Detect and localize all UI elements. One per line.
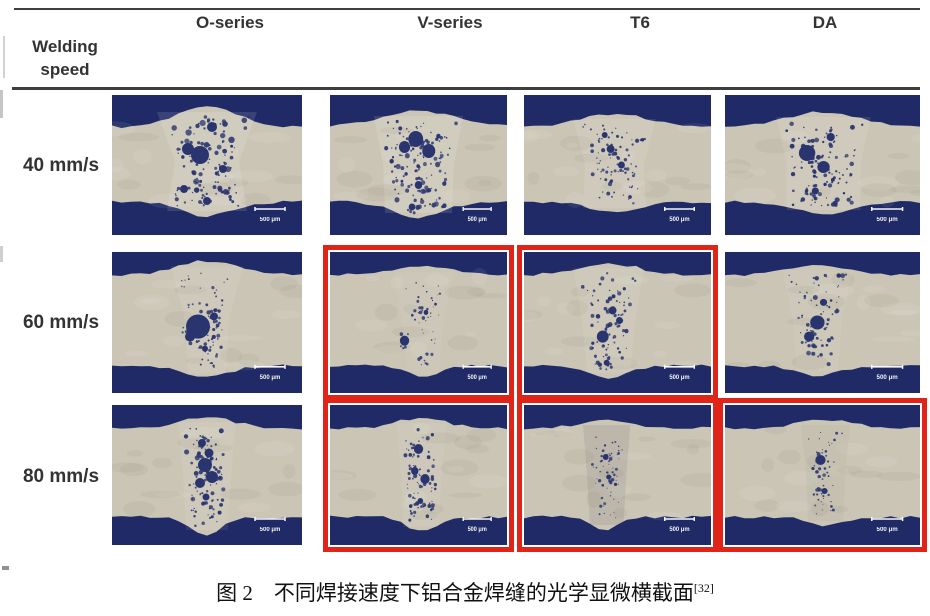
micrograph-canvas: 500 μm — [524, 252, 711, 393]
micrograph-80mms-o-series: 500 μm — [112, 405, 302, 545]
highlight-box — [323, 398, 514, 552]
svg-text:500 μm: 500 μm — [468, 375, 487, 381]
svg-text:500 μm: 500 μm — [260, 375, 281, 381]
svg-text:500 μm: 500 μm — [468, 527, 487, 533]
micrograph-60mms-v-series: 500 μm — [323, 245, 514, 400]
highlight-box — [517, 398, 718, 552]
caption-reference: [32] — [693, 581, 714, 595]
row-header-line1: Welding — [32, 37, 98, 56]
micrograph-canvas: 500 μm — [524, 95, 711, 235]
highlight-box — [718, 398, 927, 552]
micrograph-canvas: 500 μm — [112, 252, 302, 393]
row-label-40mms: 40 mm/s — [22, 155, 100, 176]
row-header-line2: speed — [40, 60, 90, 79]
micrograph-40mms-v-series: 500 μm — [330, 95, 507, 235]
top-rule — [14, 8, 920, 10]
scan-artifact — [0, 90, 3, 118]
row-header-welding-speed: Welding speed — [12, 35, 118, 81]
svg-text:500 μm: 500 μm — [877, 217, 899, 223]
micrograph-canvas: 500 μm — [330, 405, 507, 545]
svg-text:500 μm: 500 μm — [669, 527, 689, 533]
column-header-da: DA — [812, 13, 838, 32]
micrograph-canvas: 500 μm — [330, 95, 507, 235]
micrograph-80mms-v-series: 500 μm — [323, 398, 514, 552]
micrograph-60mms-o-series: 500 μm — [112, 252, 302, 393]
micrograph-40mms-t6: 500 μm — [524, 95, 711, 235]
micrograph-80mms-da: 500 μm — [718, 398, 927, 552]
micrograph-canvas: 500 μm — [725, 405, 920, 545]
svg-text:500 μm: 500 μm — [877, 527, 899, 533]
micrograph-40mms-o-series: 500 μm — [112, 95, 302, 235]
svg-text:500 μm: 500 μm — [260, 217, 281, 223]
svg-text:500 μm: 500 μm — [468, 217, 487, 223]
micrograph-canvas: 500 μm — [524, 405, 711, 545]
svg-text:500 μm: 500 μm — [877, 374, 899, 381]
column-header-t6: T6 — [630, 13, 650, 32]
micrograph-80mms-t6: 500 μm — [517, 398, 718, 552]
micrograph-canvas: 500 μm — [330, 252, 507, 393]
svg-text:500 μm: 500 μm — [260, 527, 281, 533]
row-label-60mms: 60 mm/s — [22, 312, 100, 333]
micrograph-canvas: 500 μm — [725, 252, 920, 393]
scan-artifact — [3, 36, 5, 78]
scan-artifact — [2, 566, 9, 570]
micrograph-canvas: 500 μm — [112, 95, 302, 235]
micrograph-40mms-da: 500 μm — [725, 95, 920, 235]
column-header-v-series: V-series — [417, 13, 483, 32]
highlight-box — [517, 245, 718, 400]
highlight-box — [323, 245, 514, 400]
caption-text: 图 2 不同焊接速度下铝合金焊缝的光学显微横截面 — [216, 581, 694, 605]
micrograph-canvas: 500 μm — [725, 95, 920, 235]
svg-text:500 μm: 500 μm — [669, 217, 689, 223]
column-header-o-series: O-series — [195, 13, 265, 32]
micrograph-60mms-da: 500 μm — [725, 252, 920, 393]
figure-caption: 图 2 不同焊接速度下铝合金焊缝的光学显微横截面[32] — [0, 577, 930, 607]
svg-text:500 μm: 500 μm — [669, 375, 689, 381]
micrograph-60mms-t6: 500 μm — [517, 245, 718, 400]
row-label-80mms: 80 mm/s — [22, 466, 100, 487]
scan-artifact — [0, 246, 3, 262]
micrograph-canvas: 500 μm — [112, 405, 302, 545]
header-rule — [12, 87, 920, 90]
